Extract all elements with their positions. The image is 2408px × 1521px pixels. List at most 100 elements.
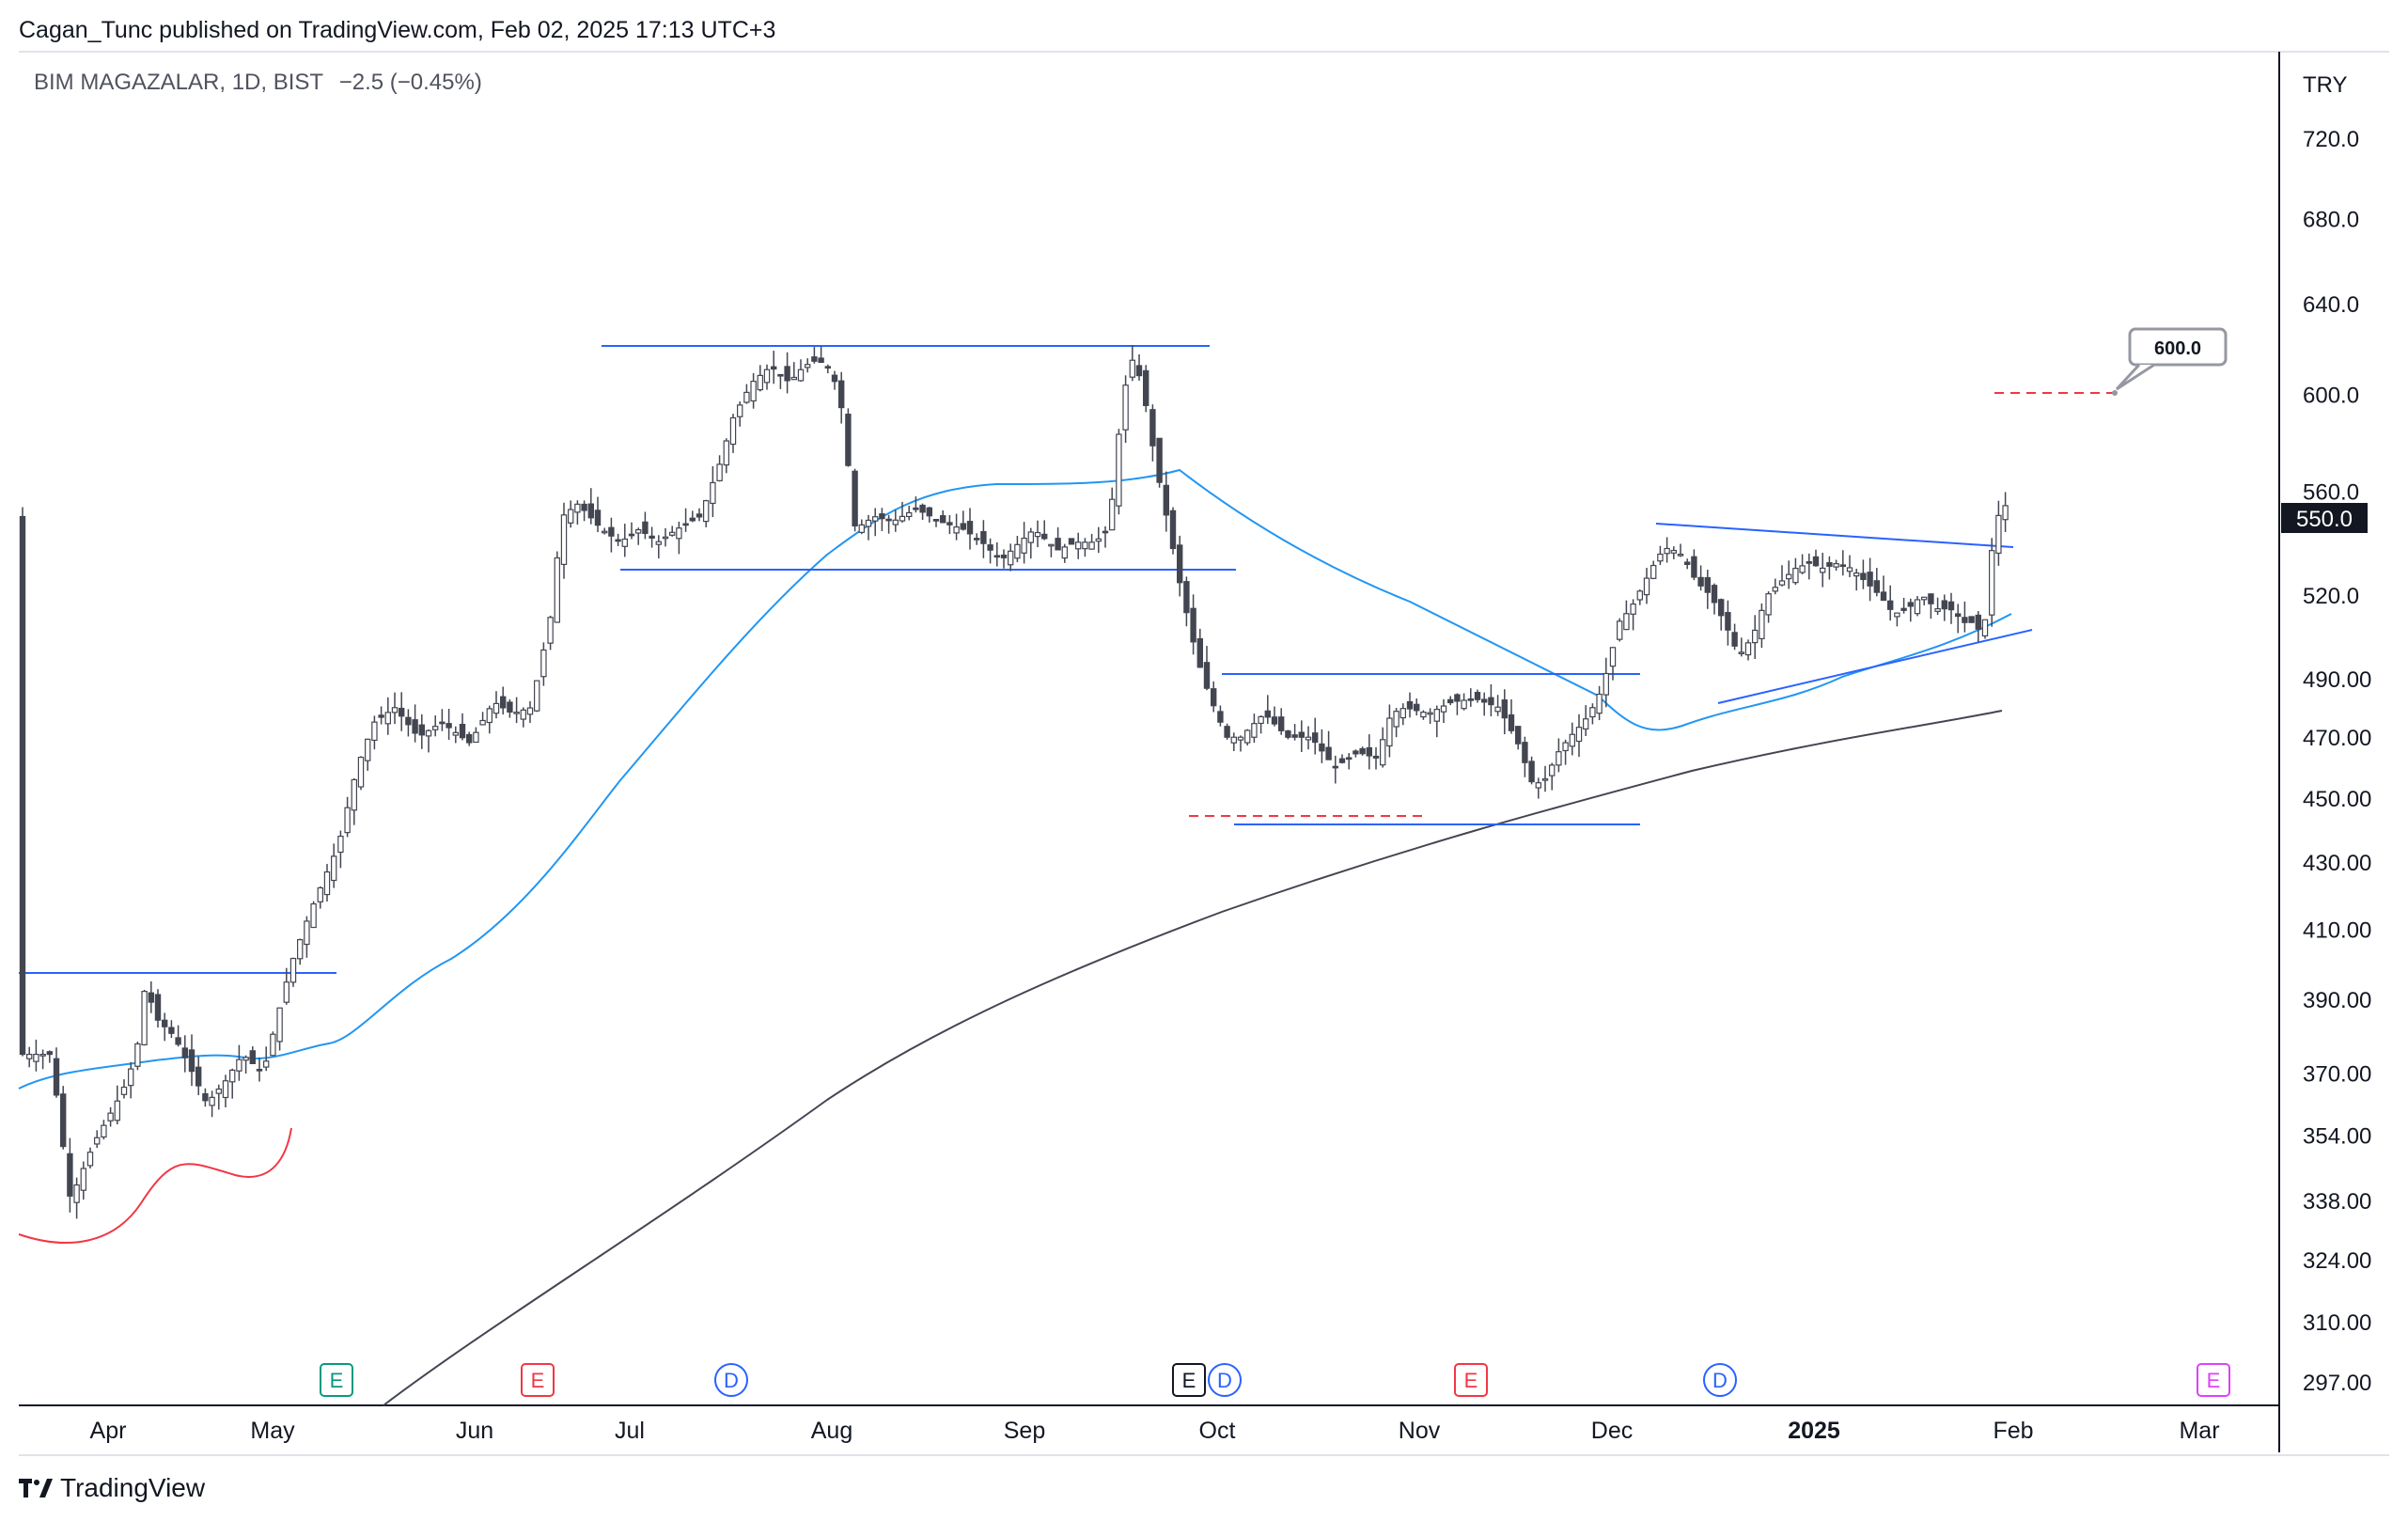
candle-body — [493, 702, 500, 714]
candle-body — [919, 504, 926, 513]
price-tick-label-9: 430.00 — [2303, 851, 2371, 876]
candle-body — [1366, 746, 1372, 757]
candle-body — [1305, 736, 1312, 741]
candle-body — [696, 513, 703, 518]
candle-body — [1941, 600, 1947, 610]
candle-body — [547, 617, 554, 644]
candle-body — [601, 530, 608, 534]
ma200-line — [383, 710, 2003, 1406]
candle-body — [1454, 694, 1461, 702]
candle-body — [499, 696, 507, 709]
candle-body — [750, 381, 757, 402]
candle-body — [1285, 730, 1291, 738]
earnings-marker-1[interactable] — [521, 1363, 555, 1397]
time-tick-label-7: Nov — [1399, 1418, 1441, 1444]
earnings-marker-0[interactable] — [320, 1363, 353, 1397]
candle-body — [960, 523, 967, 530]
candle-body — [987, 544, 993, 551]
candle-body — [1914, 599, 1921, 615]
candle-body — [1738, 651, 1744, 654]
candle-body — [1772, 587, 1778, 592]
candle-body — [567, 509, 574, 524]
candle-body — [175, 1037, 181, 1045]
candle-body — [1332, 765, 1338, 769]
candle-body — [784, 366, 790, 382]
candle-body — [1508, 713, 1515, 731]
dividend-marker-6[interactable] — [1703, 1363, 1737, 1397]
price-tick-label-16: 310.00 — [2303, 1310, 2371, 1336]
earnings-marker-3[interactable] — [1172, 1363, 1206, 1397]
symbol-change: −2.5 (−0.45%) — [338, 70, 482, 95]
candle-body — [1480, 698, 1488, 703]
candle-body — [1556, 751, 1562, 766]
candle-body — [1243, 729, 1251, 744]
candle-body — [1379, 739, 1386, 766]
candle-body — [1522, 742, 1528, 763]
candle-body — [973, 538, 980, 541]
candle-body — [412, 719, 418, 734]
candle-body — [1386, 717, 1393, 747]
candle-body — [1230, 736, 1237, 744]
candle-body — [953, 526, 960, 534]
candle-body — [1406, 700, 1414, 710]
candle-body — [932, 519, 940, 522]
candle-body — [399, 707, 405, 717]
candle-body — [1704, 576, 1711, 593]
candle-body — [723, 440, 730, 466]
candle-body — [1488, 697, 1494, 706]
candle-body — [297, 939, 304, 960]
target-callout-box[interactable] — [2128, 327, 2228, 367]
time-tick-label-3: Jul — [615, 1418, 645, 1444]
candle-body — [473, 731, 479, 744]
candle-body — [507, 701, 513, 713]
candle-body — [621, 538, 629, 547]
candle-body — [1074, 541, 1082, 550]
last-price-text: 550.0 — [2296, 507, 2353, 532]
candle-body — [710, 481, 716, 505]
candle-body — [1691, 556, 1697, 578]
candle-body — [1636, 590, 1643, 601]
candle-body — [1027, 531, 1034, 543]
candle-body — [682, 523, 689, 526]
candle-body — [655, 541, 663, 545]
candle-body — [1399, 708, 1406, 719]
candle-body — [1427, 712, 1433, 715]
candle-body — [1000, 554, 1008, 558]
dividend-marker-2[interactable] — [714, 1363, 748, 1397]
candle-body — [689, 517, 696, 522]
dividend-marker-4[interactable] — [1208, 1363, 1242, 1397]
candle-body — [1102, 530, 1109, 534]
candle-body — [1142, 369, 1149, 406]
candle-body — [1900, 607, 1907, 611]
earnings-marker-5[interactable] — [1454, 1363, 1488, 1397]
candle-body — [513, 711, 520, 714]
candle-body — [331, 855, 337, 882]
candle-body — [1778, 580, 1786, 586]
candle-body — [229, 1069, 236, 1083]
price-tick-label-15: 324.00 — [2303, 1248, 2371, 1274]
candle-body — [1826, 562, 1833, 567]
candle-body — [729, 416, 737, 446]
event-marker-label-0: E — [330, 1369, 344, 1392]
candle-body — [222, 1080, 229, 1099]
candle-body — [533, 680, 540, 712]
triangle-lower-line — [1717, 629, 2033, 704]
candle-body — [1048, 543, 1055, 547]
time-tick-label-5: Sep — [1004, 1418, 1045, 1444]
candle-body — [283, 981, 290, 1003]
candle-body — [242, 1057, 249, 1061]
currency-label: TRY — [2303, 72, 2348, 98]
candle-body — [263, 1060, 270, 1068]
earnings-marker-7[interactable] — [2197, 1363, 2230, 1397]
candle-body — [1319, 743, 1325, 752]
candle-body — [905, 511, 913, 518]
candle-body — [1055, 538, 1061, 551]
candle-body — [668, 531, 676, 536]
candle-body — [391, 707, 399, 713]
candle-body — [797, 368, 805, 382]
candle-body — [459, 723, 466, 739]
candle-body — [879, 513, 885, 520]
candle-body — [1623, 613, 1630, 631]
candle-body — [1183, 581, 1190, 614]
